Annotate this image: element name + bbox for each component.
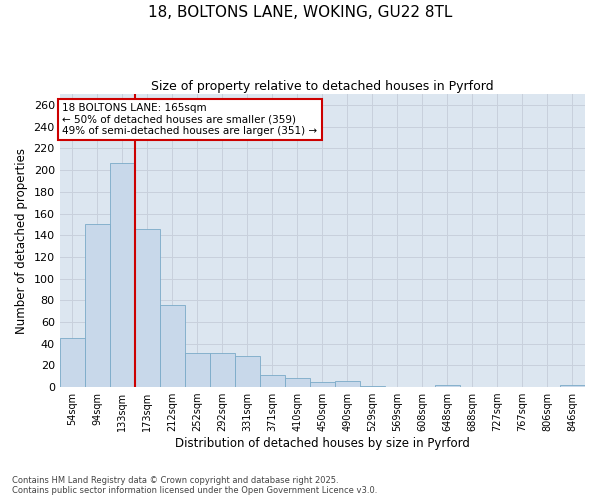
Bar [235,356,260,387]
Bar [185,354,210,387]
Bar [135,228,160,387]
Bar [335,380,360,387]
X-axis label: Distribution of detached houses by size in Pyrford: Distribution of detached houses by size … [175,437,470,450]
Bar [160,304,185,387]
Bar [360,386,385,387]
Bar [560,385,585,387]
Y-axis label: Number of detached properties: Number of detached properties [15,148,28,334]
Bar [110,162,135,387]
Bar [260,375,285,387]
Text: 18 BOLTONS LANE: 165sqm
← 50% of detached houses are smaller (359)
49% of semi-d: 18 BOLTONS LANE: 165sqm ← 50% of detache… [62,103,317,136]
Text: Contains HM Land Registry data © Crown copyright and database right 2025.
Contai: Contains HM Land Registry data © Crown c… [12,476,377,495]
Bar [285,378,310,387]
Title: Size of property relative to detached houses in Pyrford: Size of property relative to detached ho… [151,80,494,93]
Bar [310,382,335,387]
Bar [210,354,235,387]
Text: 18, BOLTONS LANE, WOKING, GU22 8TL: 18, BOLTONS LANE, WOKING, GU22 8TL [148,5,452,20]
Bar [435,385,460,387]
Bar [85,224,110,387]
Bar [59,338,85,387]
